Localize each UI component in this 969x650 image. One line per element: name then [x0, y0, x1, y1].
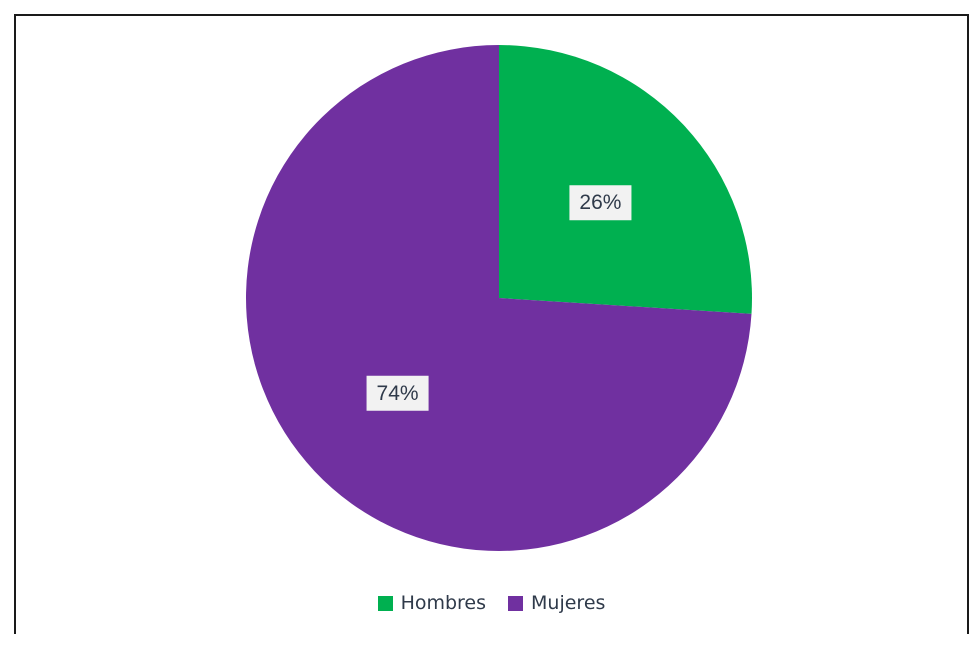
pie-slice-hombres — [499, 45, 752, 314]
legend-item-hombres: Hombres — [377, 592, 487, 614]
legend-swatch-hombres — [377, 595, 393, 611]
legend-swatch-mujeres — [508, 595, 524, 611]
legend-label-hombres: Hombres — [400, 592, 487, 614]
data-label-hombres: 26% — [569, 185, 632, 221]
pie-chart: 26% 74% — [246, 45, 752, 551]
data-label-box-mujeres — [366, 375, 429, 411]
data-label-text-hombres: 26% — [579, 191, 621, 214]
data-label-mujeres: 74% — [366, 375, 429, 411]
legend-label-mujeres: Mujeres — [531, 592, 606, 614]
legend: Hombres Mujeres — [16, 592, 967, 614]
data-label-text-mujeres: 74% — [377, 382, 419, 405]
legend-item-mujeres: Mujeres — [508, 592, 605, 614]
chart-frame: 26% 74% Hombres Mujeres — [14, 14, 969, 634]
pie-slice-mujeres — [246, 45, 752, 551]
data-label-box-hombres — [569, 185, 632, 221]
